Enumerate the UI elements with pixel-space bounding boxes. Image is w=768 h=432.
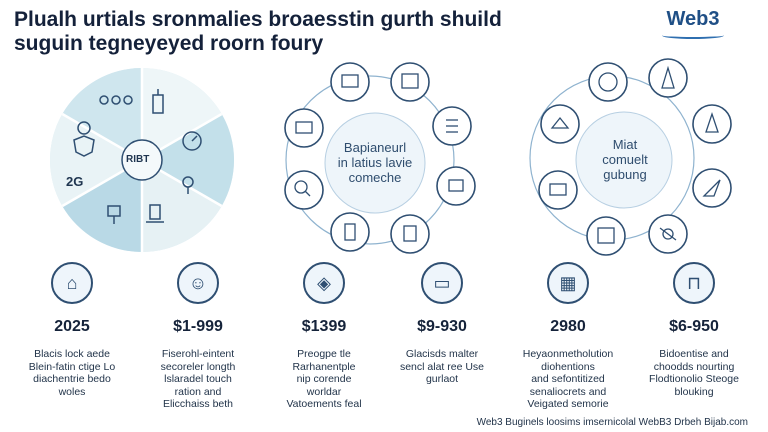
node-screen-icon	[538, 170, 578, 210]
stat-value: $9-930	[417, 318, 467, 335]
lock-icon: ⊓	[673, 262, 715, 304]
middle-hub-label: Bapianeurl in latius lavie comeche	[325, 140, 425, 185]
middle-hub-line-1: Bapianeurl	[343, 140, 407, 155]
right-hub-line-2: comuelt	[602, 152, 648, 167]
segmented-wheel	[49, 68, 235, 252]
stat-value: $1-999	[173, 318, 223, 335]
right-hub-label: Miat comuelt gubung	[580, 137, 670, 182]
leaf-icon	[77, 121, 91, 135]
wheel-hub	[121, 139, 163, 181]
pipe-icon	[146, 204, 164, 223]
user-icon: ☺	[177, 262, 219, 304]
wheel-segment	[142, 68, 222, 160]
node-statue-icon	[648, 58, 688, 98]
ring-center	[575, 111, 673, 209]
bottle-icon	[152, 89, 164, 114]
stat-card: ◈ $1399 Preogpe tle Rarhanentple nip coren…	[262, 262, 386, 411]
title-line-2: suguin tegneyeyed roorn foury	[14, 32, 324, 55]
title-line-1: Plualh urtials sronmalies broaesstin gur…	[14, 8, 502, 31]
wheel-segment	[142, 114, 235, 206]
right-hub-line-3: gubung	[603, 167, 647, 182]
wheel-side-label: 2G	[66, 174, 84, 189]
footer-text: Web3 Buginels loosims imsernicolal WebB3…	[476, 417, 748, 428]
brand-name: Web3	[666, 8, 720, 30]
node-tower-icon	[692, 104, 732, 144]
brand-swoosh-icon	[662, 32, 724, 39]
node-document-icon	[390, 214, 430, 254]
node-house-icon	[540, 104, 580, 144]
group-icon	[99, 95, 133, 105]
wheel-center-label: RIBT	[126, 154, 150, 165]
stat-value: 2025	[54, 318, 90, 335]
right-hub-ring	[529, 58, 732, 256]
stat-description: Heyaonmetholution diohentions and sefontit…	[522, 348, 614, 410]
stat-card: ☺ $1-999 Fiserohl-eintent secoreler longt…	[136, 262, 260, 411]
stat-card: ⊓ $6-950 Bidoentise and choodds nourting F…	[632, 262, 756, 398]
wheel-segment	[49, 114, 142, 206]
node-robot-icon	[436, 166, 476, 206]
node-search-icon	[284, 170, 324, 210]
page-title: Plualh urtials sronmalies broaesstin gur…	[14, 8, 574, 56]
wheel-segment	[62, 160, 142, 252]
stat-description: Bidoentise and choodds nourting Flodtionol…	[649, 348, 739, 398]
node-server-icon	[330, 62, 370, 102]
stat-value: $1399	[301, 318, 347, 335]
node-globe-icon	[588, 62, 628, 102]
stat-card: ⌂ 2025 Blacis lock aede Blein-fatin ctige…	[10, 262, 134, 398]
right-hub-line-1: Miat	[612, 137, 638, 152]
laptop-icon: ▭	[421, 262, 463, 304]
wheel-segment	[142, 160, 222, 252]
node-phone-icon	[330, 212, 370, 252]
pin-icon	[182, 176, 194, 194]
stats-row: ⌂ 2025 Blacis lock aede Blein-fatin ctige…	[0, 262, 768, 422]
map-icon: ◈	[303, 262, 345, 304]
node-laptop-icon	[284, 108, 324, 148]
middle-hub-line-3: comeche	[348, 170, 402, 185]
gauge-icon	[182, 131, 202, 151]
ring-center	[324, 112, 426, 214]
node-dashboard-icon	[390, 62, 430, 102]
stat-description: Preogpe tle Rarhanentple nip corende worlda…	[286, 348, 362, 410]
stat-card: ▦ 2980 Heyaonmetholution diohentions and s…	[506, 262, 630, 411]
stat-description: Glacisds malter sencl alat ree Use gurlaot	[399, 348, 485, 385]
ring-outline	[285, 75, 455, 245]
robot-icon	[107, 205, 121, 224]
wheel-segment	[62, 68, 142, 160]
node-calculator-icon	[586, 216, 626, 256]
shield-icon	[73, 135, 95, 157]
stat-card: ▭ $9-930 Glacisds malter sencl alat ree U…	[380, 262, 504, 386]
dashboard-icon: ▦	[547, 262, 589, 304]
stat-value: $6-950	[669, 318, 719, 335]
stat-value: 2980	[550, 318, 586, 335]
diagram-illustration	[49, 58, 732, 256]
house-icon: ⌂	[51, 262, 93, 304]
stat-description: Fiserohl-eintent secoreler longth lslarade…	[160, 348, 236, 410]
stat-description: Blacis lock aede Blein-fatin ctige Lo diac…	[28, 348, 116, 398]
middle-hub-line-2: in latius lavie	[337, 155, 413, 170]
middle-hub-ring	[284, 62, 476, 254]
brand-logo: Web3	[658, 8, 728, 39]
